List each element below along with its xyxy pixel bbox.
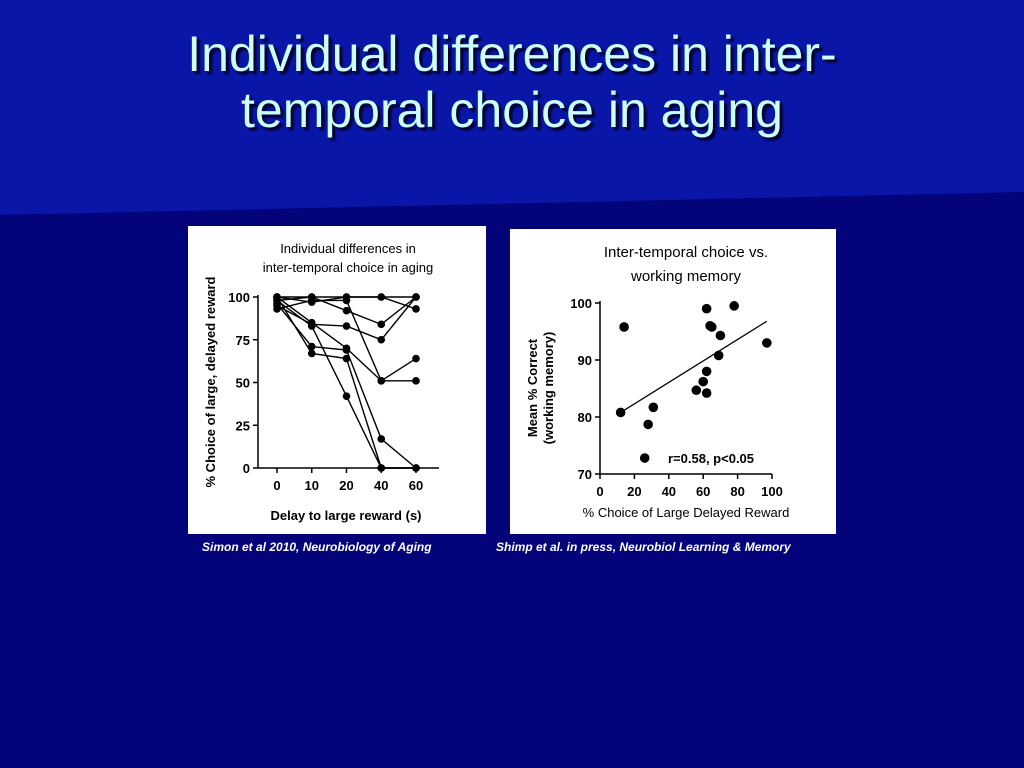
scatter-chart-point bbox=[729, 301, 739, 311]
scatter-chart-x-tick-label: 60 bbox=[696, 484, 710, 499]
line-chart-x-tick-label: 20 bbox=[339, 478, 353, 493]
scatter-chart-point bbox=[619, 322, 629, 332]
scatter-chart-point bbox=[698, 376, 708, 387]
line-chart-point bbox=[377, 376, 386, 385]
line-chart-point bbox=[307, 322, 316, 330]
line-chart-x-tick-label: 10 bbox=[305, 478, 319, 493]
line-chart-title-line-2: inter-temporal choice in aging bbox=[263, 260, 434, 275]
scatter-chart-x-tick-label: 80 bbox=[730, 484, 744, 499]
line-chart-x-tick-label: 60 bbox=[409, 478, 423, 493]
slide-title-line-1: Individual differences in inter- bbox=[187, 26, 837, 82]
scatter-chart-y-tick-label: 90 bbox=[578, 353, 592, 368]
caption-left: Simon et al 2010, Neurobiology of Aging bbox=[202, 540, 432, 554]
scatter-chart-point bbox=[701, 366, 712, 377]
scatter-chart-x-tick-label: 100 bbox=[761, 484, 783, 499]
scatter-chart-title-line-2: working memory bbox=[630, 268, 742, 285]
line-chart-point bbox=[377, 435, 386, 443]
scatter-chart-regression-line bbox=[620, 320, 768, 413]
scatter-chart-x-axis-label: % Choice of Large Delayed Reward bbox=[583, 505, 790, 520]
line-chart-point bbox=[412, 293, 420, 301]
scatter-chart-point bbox=[715, 330, 726, 341]
line-chart-x-tick-label: 0 bbox=[273, 478, 280, 493]
line-chart-point bbox=[342, 346, 351, 354]
scatter-chart-point bbox=[639, 453, 650, 463]
scatter-chart-x-tick-label: 0 bbox=[596, 484, 603, 499]
line-chart-x-tick-label: 40 bbox=[374, 478, 388, 493]
scatter-chart-point bbox=[701, 388, 712, 398]
line-chart-y-tick-label: 25 bbox=[236, 418, 250, 433]
line-chart-point bbox=[412, 305, 420, 313]
line-chart-point bbox=[377, 320, 386, 329]
scatter-chart-title-line-1: Inter-temporal choice vs. bbox=[604, 244, 768, 261]
line-chart-point bbox=[307, 342, 316, 351]
line-chart-y-tick-label: 50 bbox=[236, 376, 250, 391]
line-chart-y-tick-label: 75 bbox=[236, 333, 250, 348]
line-chart-y-axis-label: % Choice of large, delayed reward bbox=[203, 276, 218, 487]
scatter-chart-point bbox=[701, 303, 712, 314]
scatter-chart-panel: Inter-temporal choice vs. working memory… bbox=[510, 229, 836, 534]
scatter-chart: Inter-temporal choice vs. working memory… bbox=[525, 244, 790, 520]
line-chart-point bbox=[412, 354, 420, 363]
line-chart-point bbox=[342, 392, 351, 400]
scatter-chart-y-tick-label: 100 bbox=[570, 296, 592, 311]
scatter-chart-point bbox=[648, 402, 659, 413]
line-chart-point bbox=[342, 354, 351, 363]
line-chart-point bbox=[377, 335, 386, 344]
line-chart-y-tick-label: 0 bbox=[243, 461, 250, 476]
line-chart-point bbox=[412, 376, 420, 385]
line-chart-point bbox=[377, 293, 386, 301]
scatter-chart-y-tick-label: 70 bbox=[578, 467, 592, 482]
scatter-chart-point bbox=[643, 419, 653, 430]
scatter-chart-y-tick-label: 80 bbox=[578, 410, 592, 425]
scatter-chart-point bbox=[762, 338, 772, 348]
scatter-chart-point bbox=[713, 350, 724, 361]
line-chart: Individual differences in inter-temporal… bbox=[203, 241, 439, 523]
scatter-chart-x-tick-label: 40 bbox=[662, 484, 676, 499]
line-chart-point bbox=[342, 322, 351, 330]
scatter-chart-annotation: r=0.58, p<0.05 bbox=[668, 451, 754, 466]
scatter-chart-point bbox=[615, 407, 626, 418]
line-chart-point bbox=[307, 296, 316, 305]
scatter-chart-point bbox=[691, 385, 702, 396]
line-chart-point bbox=[342, 296, 351, 305]
line-chart-panel: Individual differences in inter-temporal… bbox=[188, 226, 486, 534]
line-chart-x-axis-label: Delay to large reward (s) bbox=[271, 508, 422, 523]
line-chart-point bbox=[342, 306, 351, 315]
slide-title: Individual differences in inter- tempora… bbox=[40, 26, 984, 138]
line-chart-title-line-1: Individual differences in bbox=[280, 241, 416, 256]
scatter-chart-x-tick-label: 20 bbox=[627, 484, 641, 499]
header-band bbox=[0, 0, 1024, 215]
scatter-chart-point bbox=[707, 322, 717, 332]
scatter-chart-y-axis-label-line-2: (working memory) bbox=[541, 332, 556, 445]
scatter-chart-y-axis-label-line-1: Mean % Correct bbox=[525, 338, 540, 437]
line-chart-point bbox=[273, 296, 281, 305]
caption-right: Shimp et al. in press, Neurobiol Learnin… bbox=[496, 540, 791, 554]
slide-title-line-2: temporal choice in aging bbox=[241, 82, 783, 138]
line-chart-y-tick-label: 100 bbox=[228, 290, 250, 305]
line-chart-point bbox=[307, 349, 316, 358]
